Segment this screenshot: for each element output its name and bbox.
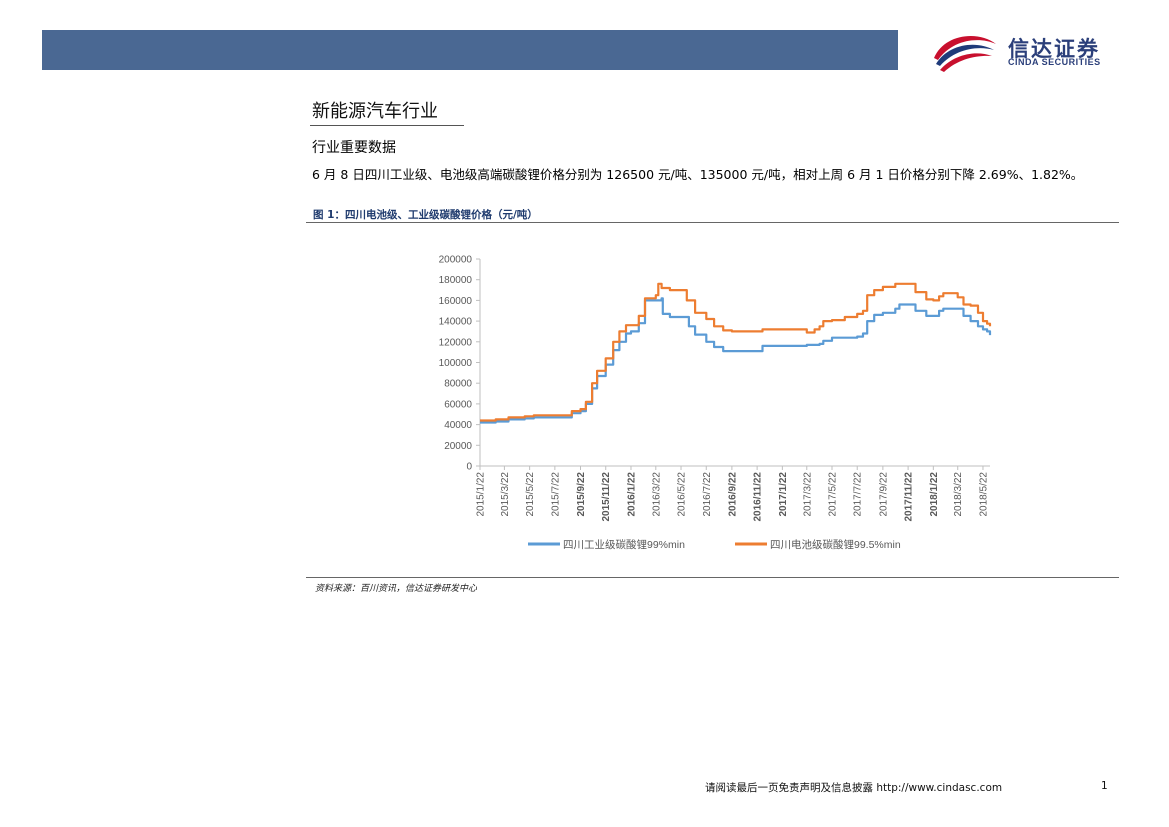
company-logo: 信达证券 CINDA SECURITIES [930, 28, 1130, 74]
figure-top-rule [306, 222, 1119, 223]
x-tick-label: 2016/3/22 [651, 472, 662, 517]
x-tick-label: 2017/7/22 [853, 472, 864, 517]
x-tick-label: 2016/1/22 [626, 472, 637, 517]
y-tick-label: 0 [466, 462, 472, 473]
y-tick-label: 140000 [439, 317, 473, 328]
x-tick-label: 2015/1/22 [476, 472, 487, 517]
x-tick-label: 2018/3/22 [953, 472, 964, 517]
brand-name-en: CINDA SECURITIES [1008, 57, 1101, 67]
legend-label: 四川电池级碳酸锂99.5%min [770, 538, 901, 551]
section-subtitle: 行业重要数据 [312, 140, 396, 156]
footer-disclaimer: 请阅读最后一页免责声明及信息披露 http://www.cindasc.com [705, 782, 1003, 794]
y-tick-label: 160000 [439, 296, 473, 307]
x-tick-label: 2017/1/22 [778, 472, 789, 517]
x-tick-label: 2015/3/22 [500, 472, 511, 517]
title-underline [310, 125, 464, 126]
x-tick-label: 2016/9/22 [727, 472, 738, 517]
x-tick-label: 2015/9/22 [576, 472, 587, 517]
logo-emblem-icon [934, 35, 996, 72]
source-note: 资料来源：百川资讯，信达证券研发中心 [315, 584, 478, 594]
battery-grade-price-line [480, 282, 992, 422]
x-tick-label: 2016/7/22 [702, 472, 713, 517]
section-title: 新能源汽车行业 [312, 101, 438, 122]
x-tick-label: 2017/9/22 [878, 472, 889, 517]
y-tick-label: 20000 [444, 441, 472, 452]
body-paragraph: 6 月 8 日四川工业级、电池级高端碳酸锂价格分别为 126500 元/吨、13… [312, 167, 1084, 182]
x-tick-label: 2018/5/22 [978, 472, 989, 517]
y-tick-label: 180000 [439, 275, 473, 286]
industrial-grade-price-line [480, 297, 992, 424]
y-tick-label: 40000 [444, 420, 472, 431]
y-tick-label: 80000 [444, 379, 472, 390]
page-number: 1 [1101, 780, 1108, 792]
x-tick-label: 2016/11/22 [753, 472, 764, 522]
x-tick-label: 2018/1/22 [929, 472, 940, 517]
x-tick-label: 2015/5/22 [525, 472, 536, 517]
y-tick-label: 200000 [439, 255, 473, 266]
lithium-price-chart: 2000001800001600001400001200001000008000… [439, 255, 992, 551]
figure-bottom-rule [306, 577, 1119, 578]
y-tick-label: 60000 [444, 399, 472, 410]
y-tick-label: 100000 [439, 358, 473, 369]
y-tick-label: 120000 [439, 337, 473, 348]
header-bar [42, 30, 898, 70]
x-tick-label: 2017/5/22 [827, 472, 838, 517]
x-tick-label: 2016/5/22 [677, 472, 688, 517]
x-tick-label: 2015/7/22 [550, 472, 561, 517]
x-tick-label: 2015/11/22 [601, 472, 612, 522]
x-tick-label: 2017/3/22 [802, 472, 813, 517]
x-tick-label: 2017/11/22 [904, 472, 915, 522]
brand-name-cn: 信达证券 [1008, 37, 1100, 61]
figure-caption: 图 1：四川电池级、工业级碳酸锂价格（元/吨） [313, 209, 538, 221]
legend-label: 四川工业级碳酸锂99%min [563, 538, 685, 551]
